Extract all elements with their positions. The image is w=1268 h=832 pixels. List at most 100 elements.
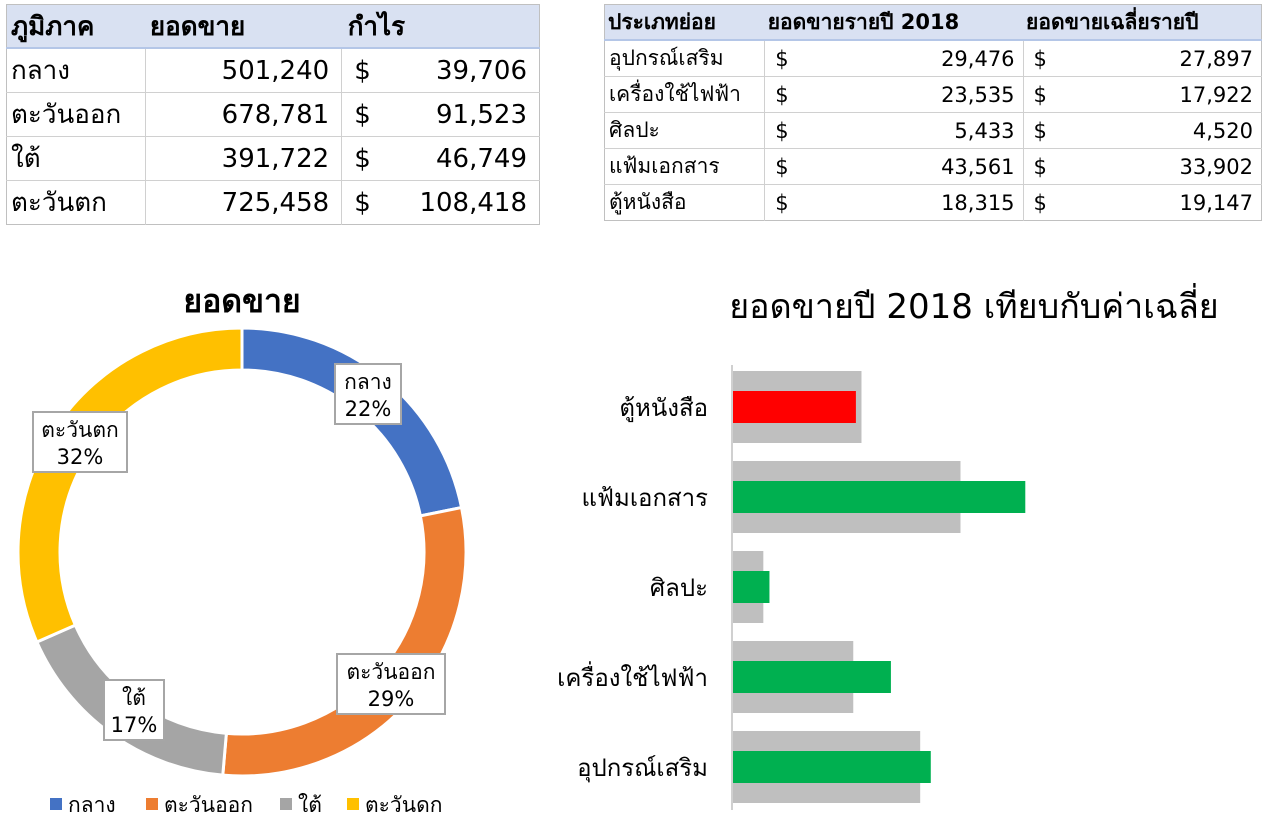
data-label-box [336, 653, 446, 715]
currency-symbol[interactable]: $ [764, 76, 793, 113]
table-cell[interactable]: 33,902 [1050, 148, 1262, 185]
table-cell[interactable]: 17,922 [1050, 76, 1262, 113]
category-labels: ตู้หนังสือแฟ้มเอกสารศิลปะเครื่องใช้ไฟฟ้า… [557, 394, 708, 783]
bar-2018-2[interactable] [733, 571, 770, 603]
table-cell[interactable]: กลาง [6, 47, 147, 93]
table-row: เครื่องใช้ไฟฟ้า $ 23,535 $ 17,922 [604, 76, 1262, 113]
data-label-category: ตะวันตก [41, 418, 118, 442]
legend-label: ตะวันออก [164, 793, 253, 817]
table-row: ศิลปะ $ 5,433 $ 4,520 [604, 112, 1262, 149]
currency-symbol[interactable]: $ [341, 180, 375, 225]
table-cell[interactable]: 23,535 [792, 76, 1024, 113]
category-label: ศิลปะ [650, 574, 708, 602]
currency-symbol[interactable]: $ [764, 148, 793, 185]
table-row: ใต้ 391,722 $ 46,749 [6, 136, 540, 181]
data-label-percent: 32% [57, 445, 104, 469]
table-cell[interactable]: 4,520 [1050, 112, 1262, 149]
table-cell[interactable]: 27,897 [1050, 39, 1262, 77]
data-label: ใต้ 17% [103, 679, 165, 741]
table-cell[interactable]: 19,147 [1050, 184, 1262, 221]
currency-symbol[interactable]: $ [1022, 112, 1051, 149]
column-header[interactable]: ประเภทย่อย [604, 4, 765, 41]
data-label: ตะวันตก 32% [32, 411, 128, 473]
bar-2018-0[interactable] [733, 391, 856, 423]
table-cell[interactable]: 501,240 [145, 47, 342, 93]
bar-marks [733, 371, 1026, 803]
legend-swatch [280, 798, 292, 810]
table-cell[interactable]: อุปกรณ์เสริม [604, 39, 766, 77]
chart-title: ยอดขาย [183, 282, 300, 320]
data-label-category: ใต้ [122, 686, 146, 710]
currency-symbol[interactable]: $ [764, 112, 793, 149]
donut-slice-1[interactable] [221, 505, 468, 778]
table-cell[interactable]: 391,722 [145, 136, 342, 181]
table-cell[interactable]: 39,706 [374, 47, 540, 93]
table-cell[interactable]: 91,523 [374, 92, 540, 137]
data-label-box [32, 411, 128, 473]
legend-entry[interactable]: ตะวันดก [347, 793, 442, 817]
table-cell[interactable]: 5,433 [792, 112, 1024, 149]
table-cell[interactable]: 46,749 [374, 136, 540, 181]
legend-swatch [146, 798, 158, 810]
data-label: กลาง 22% [334, 363, 402, 425]
table-header-row: ประเภทย่อย ยอดขายรายปี 2018 ยอดขายเฉลี่ย… [604, 4, 1262, 41]
legend-swatch [50, 798, 62, 810]
legend-label: กลาง [68, 793, 116, 817]
table-cell[interactable]: 725,458 [145, 180, 342, 225]
chart-legend: กลาง ตะวันออก ใต้ ตะวันดก [50, 793, 442, 817]
currency-symbol[interactable]: $ [341, 47, 375, 93]
column-header[interactable]: ยอดขาย [145, 4, 342, 49]
table-cell[interactable]: ตู้หนังสือ [604, 184, 766, 221]
table-cell[interactable]: 18,315 [792, 184, 1024, 221]
table-row: อุปกรณ์เสริม $ 29,476 $ 27,897 [604, 39, 1262, 77]
column-header[interactable]: กำไร [341, 4, 540, 49]
legend-label: ใต้ [298, 793, 322, 817]
table-row: ตู้หนังสือ $ 18,315 $ 19,147 [604, 184, 1262, 221]
table-cell[interactable]: เครื่องใช้ไฟฟ้า [604, 76, 766, 113]
table-cell[interactable]: 678,781 [145, 92, 342, 137]
table-cell[interactable]: ใต้ [6, 136, 147, 181]
chart-title: ยอดขายปี 2018 เทียบกับค่าเฉลี่ย [729, 283, 1218, 327]
data-label-box [103, 679, 165, 741]
sales-vs-average-bar-chart: ยอดขายปี 2018 เทียบกับค่าเฉลี่ย ตู้หนังส… [557, 283, 1219, 810]
table-row: แฟ้มเอกสาร $ 43,561 $ 33,902 [604, 148, 1262, 185]
table-row: กลาง 501,240 $ 39,706 [6, 47, 540, 93]
column-header[interactable]: ภูมิภาค [6, 4, 146, 49]
currency-symbol[interactable]: $ [764, 39, 793, 77]
legend-entry[interactable]: กลาง [50, 793, 116, 817]
bar-2018-1[interactable] [733, 481, 1026, 513]
donut-slice-3[interactable] [16, 326, 244, 644]
legend-entry[interactable]: ตะวันออก [146, 793, 253, 817]
table-row: ตะวันออก 678,781 $ 91,523 [6, 92, 540, 137]
currency-symbol[interactable]: $ [1022, 76, 1051, 113]
legend-swatch [347, 798, 359, 810]
table-cell[interactable]: ตะวันออก [6, 92, 147, 137]
table-cell[interactable]: ศิลปะ [604, 112, 766, 149]
table-header-row: ภูมิภาค ยอดขาย กำไร [6, 4, 540, 49]
currency-symbol[interactable]: $ [341, 92, 375, 137]
column-header[interactable]: ยอดขายรายปี 2018 [764, 4, 1024, 41]
data-label-percent: 22% [345, 397, 392, 421]
table-cell[interactable]: 108,418 [374, 180, 540, 225]
currency-symbol[interactable]: $ [1022, 148, 1051, 185]
category-label: ตู้หนังสือ [619, 394, 708, 423]
currency-symbol[interactable]: $ [1022, 184, 1051, 221]
data-label-box [334, 363, 402, 425]
bar-2018-3[interactable] [733, 661, 891, 693]
currency-symbol[interactable]: $ [341, 136, 375, 181]
currency-symbol[interactable]: $ [764, 184, 793, 221]
data-label-category: ตะวันออก [346, 660, 435, 684]
category-label: อุปกรณ์เสริม [577, 754, 708, 783]
column-header[interactable]: ยอดขายเฉลี่ยรายปี [1023, 4, 1262, 41]
bar-2018-4[interactable] [733, 751, 931, 783]
table-cell[interactable]: แฟ้มเอกสาร [604, 148, 766, 185]
currency-symbol[interactable]: $ [1022, 39, 1051, 77]
data-label: ตะวันออก 29% [336, 653, 446, 715]
category-label: แฟ้มเอกสาร [582, 484, 709, 512]
legend-entry[interactable]: ใต้ [280, 793, 322, 817]
table-cell[interactable]: 43,561 [792, 148, 1024, 185]
table-cell[interactable]: 29,476 [792, 39, 1024, 77]
legend-label: ตะวันดก [365, 793, 442, 817]
table-cell[interactable]: ตะวันตก [6, 180, 147, 225]
region-sales-table: ภูมิภาค ยอดขาย กำไร กลาง 501,240 $ 39,70… [6, 4, 540, 225]
